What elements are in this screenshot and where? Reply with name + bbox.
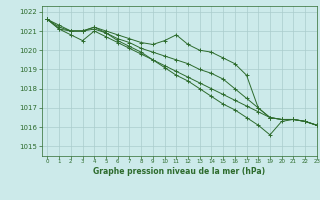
X-axis label: Graphe pression niveau de la mer (hPa): Graphe pression niveau de la mer (hPa)	[93, 167, 265, 176]
